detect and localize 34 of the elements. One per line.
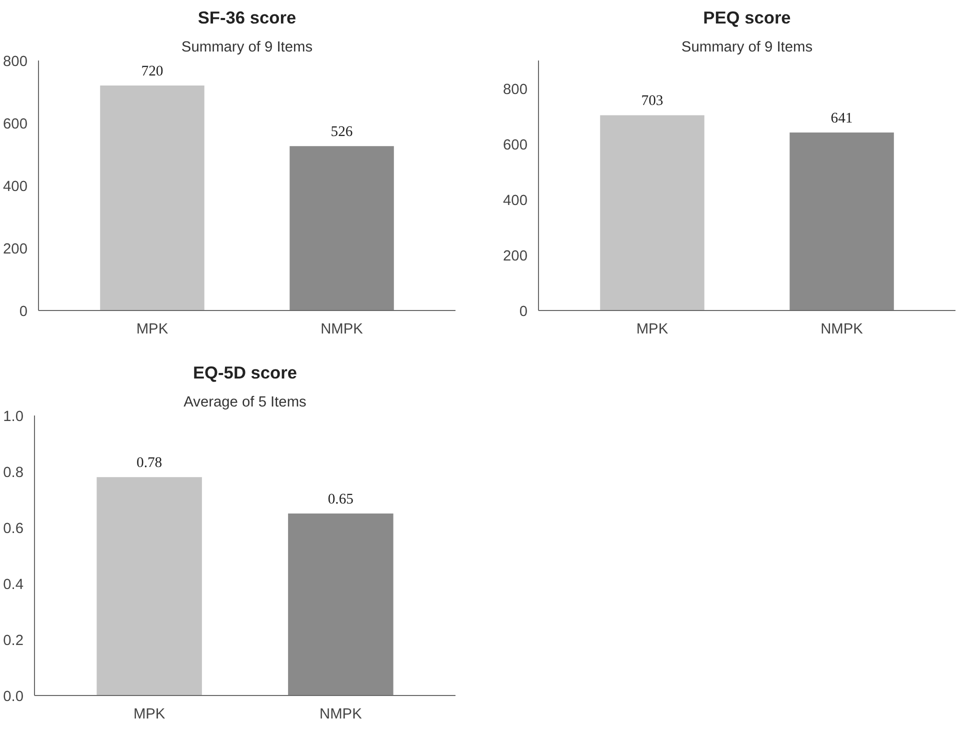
y-tick-label: 0.2 xyxy=(3,633,24,649)
chart-title: PEQ score xyxy=(703,8,792,28)
x-tick-label: MPK xyxy=(136,322,168,338)
x-tick-label: NMPK xyxy=(320,706,362,722)
chart-subtitle: Average of 5 Items xyxy=(184,394,306,410)
chart-subtitle: Summary of 9 Items xyxy=(681,40,813,56)
y-tick-label: 0 xyxy=(519,304,528,320)
y-tick-label: 800 xyxy=(3,54,28,70)
y-tick-label: 0.8 xyxy=(3,465,24,481)
data-label: 0.78 xyxy=(136,455,162,472)
chart-title: EQ-5D score xyxy=(192,362,298,382)
chart-subtitle: Summary of 9 Items xyxy=(181,40,313,56)
y-tick-label: 200 xyxy=(503,248,528,264)
data-label: 720 xyxy=(141,64,164,80)
chart-title: SF-36 score xyxy=(198,8,296,28)
y-tick-label: 0.4 xyxy=(3,577,24,593)
data-label: 0.65 xyxy=(328,492,354,508)
x-tick-label: NMPK xyxy=(320,322,364,338)
y-tick-label: 1.0 xyxy=(3,409,24,425)
y-tick-label: 400 xyxy=(503,192,528,209)
x-tick-label: NMPK xyxy=(820,322,864,338)
y-tick-label: 0.0 xyxy=(3,689,24,705)
y-tick-label: 600 xyxy=(3,116,28,132)
y-tick-label: 600 xyxy=(503,137,528,154)
x-tick-label: MPK xyxy=(636,322,668,338)
y-tick-label: 400 xyxy=(3,179,28,195)
y-tick-label: 800 xyxy=(503,82,528,98)
y-tick-label: 0.6 xyxy=(3,521,24,537)
data-label: 526 xyxy=(330,124,353,140)
y-tick-label: 200 xyxy=(3,242,28,258)
data-label: 641 xyxy=(830,110,853,126)
y-tick-label: 0 xyxy=(19,304,28,320)
data-label: 703 xyxy=(641,93,664,110)
x-tick-label: MPK xyxy=(133,706,166,722)
